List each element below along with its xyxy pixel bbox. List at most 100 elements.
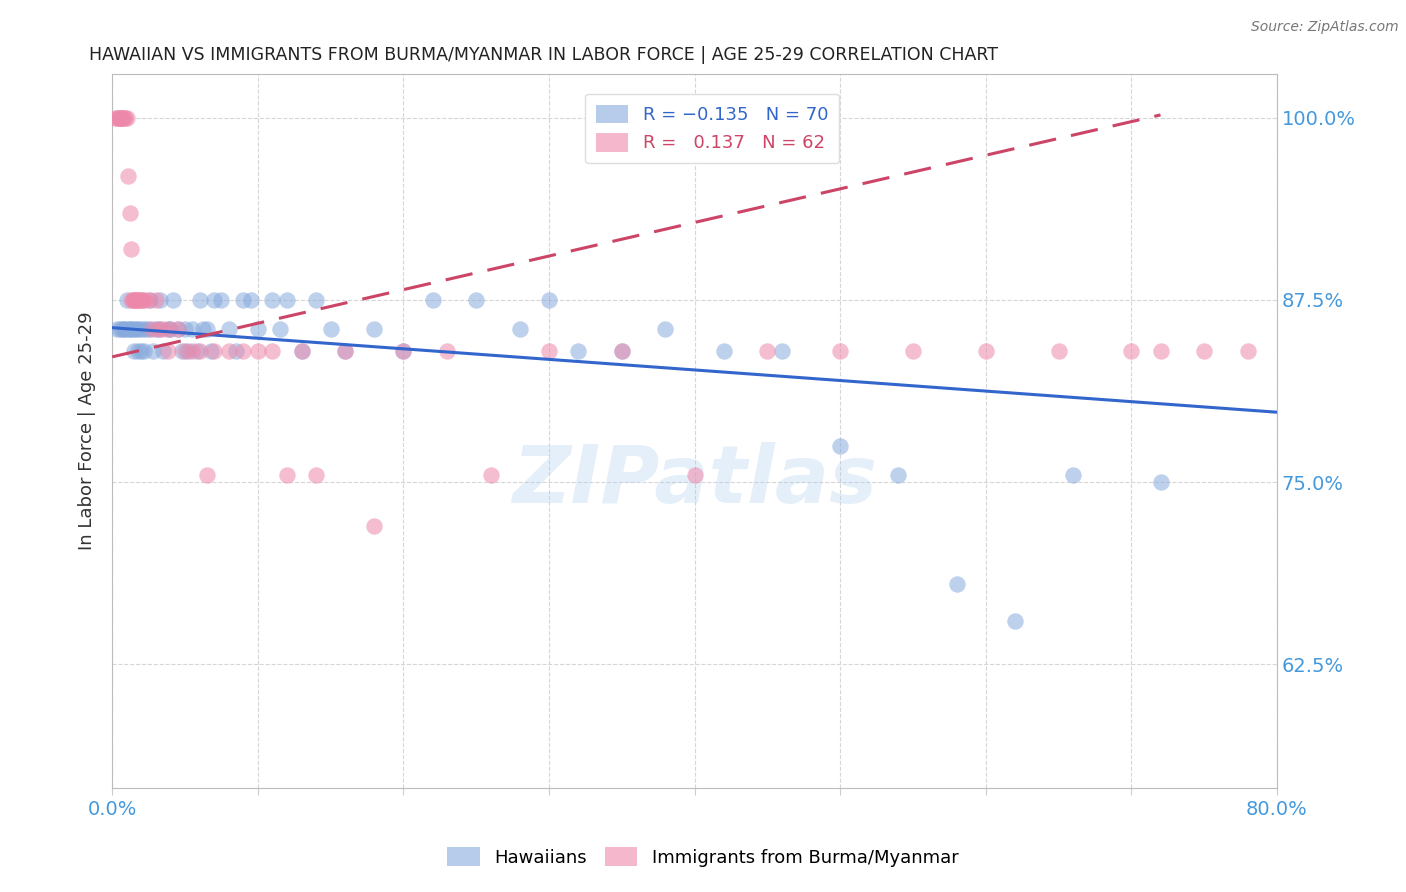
Point	[110, 111, 132, 125]
Point	[887, 467, 910, 482]
Point	[112, 111, 135, 125]
Point	[105, 322, 128, 336]
Point	[177, 344, 200, 359]
Point	[118, 322, 141, 336]
Point	[191, 322, 214, 336]
Point	[232, 293, 254, 307]
Point	[115, 293, 138, 307]
Point	[111, 111, 134, 125]
Point	[770, 344, 793, 359]
Point	[901, 344, 924, 359]
Point	[276, 467, 298, 482]
Point	[117, 322, 139, 336]
Point	[290, 344, 312, 359]
Point	[1062, 467, 1084, 482]
Point	[830, 439, 852, 453]
Point	[131, 293, 153, 307]
Point	[120, 242, 142, 256]
Point	[225, 344, 247, 359]
Point	[465, 293, 488, 307]
Point	[610, 344, 633, 359]
Point	[246, 344, 269, 359]
Point	[145, 293, 167, 307]
Point	[974, 344, 997, 359]
Point	[239, 293, 262, 307]
Point	[117, 169, 139, 183]
Point	[276, 293, 298, 307]
Point	[138, 293, 160, 307]
Point	[290, 344, 312, 359]
Point	[174, 322, 197, 336]
Point	[683, 467, 706, 482]
Point	[218, 322, 240, 336]
Legend: R = −0.135   N = 70, R =   0.137   N = 62: R = −0.135 N = 70, R = 0.137 N = 62	[585, 94, 839, 163]
Point	[195, 467, 218, 482]
Point	[132, 293, 155, 307]
Point	[139, 293, 162, 307]
Point	[120, 322, 142, 336]
Point	[186, 344, 208, 359]
Point	[145, 322, 167, 336]
Point	[149, 293, 172, 307]
Point	[1192, 344, 1215, 359]
Point	[335, 344, 357, 359]
Point	[159, 322, 181, 336]
Point	[127, 344, 149, 359]
Point	[209, 293, 232, 307]
Point	[159, 322, 181, 336]
Text: ZIPatlas: ZIPatlas	[512, 442, 877, 520]
Point	[1149, 344, 1171, 359]
Point	[335, 344, 357, 359]
Point	[1149, 475, 1171, 490]
Point	[200, 344, 222, 359]
Point	[148, 322, 170, 336]
Point	[1121, 344, 1143, 359]
Point	[138, 322, 160, 336]
Point	[135, 322, 157, 336]
Point	[830, 344, 852, 359]
Point	[114, 322, 136, 336]
Point	[1004, 614, 1026, 628]
Point	[756, 344, 779, 359]
Point	[305, 293, 328, 307]
Point	[567, 344, 589, 359]
Point	[108, 322, 131, 336]
Point	[152, 322, 174, 336]
Point	[152, 344, 174, 359]
Point	[172, 344, 194, 359]
Point	[392, 344, 415, 359]
Point	[1047, 344, 1070, 359]
Point	[713, 344, 735, 359]
Point	[232, 344, 254, 359]
Point	[122, 293, 145, 307]
Legend: Hawaiians, Immigrants from Burma/Myanmar: Hawaiians, Immigrants from Burma/Myanmar	[440, 840, 966, 874]
Point	[131, 344, 153, 359]
Point	[142, 344, 165, 359]
Point	[124, 293, 146, 307]
Point	[129, 293, 152, 307]
Point	[181, 322, 204, 336]
Point	[112, 322, 135, 336]
Point	[509, 322, 531, 336]
Point	[537, 344, 560, 359]
Point	[114, 111, 136, 125]
Y-axis label: In Labor Force | Age 25-29: In Labor Force | Age 25-29	[79, 312, 96, 550]
Point	[124, 322, 146, 336]
Point	[202, 344, 225, 359]
Point	[436, 344, 458, 359]
Point	[108, 111, 131, 125]
Point	[363, 322, 385, 336]
Point	[162, 293, 184, 307]
Point	[110, 111, 132, 125]
Point	[122, 293, 145, 307]
Point	[945, 577, 967, 591]
Point	[262, 344, 284, 359]
Point	[125, 322, 148, 336]
Point	[188, 344, 211, 359]
Point	[104, 111, 127, 125]
Point	[218, 344, 240, 359]
Point	[115, 111, 138, 125]
Point	[269, 322, 291, 336]
Point	[166, 322, 188, 336]
Point	[363, 519, 385, 533]
